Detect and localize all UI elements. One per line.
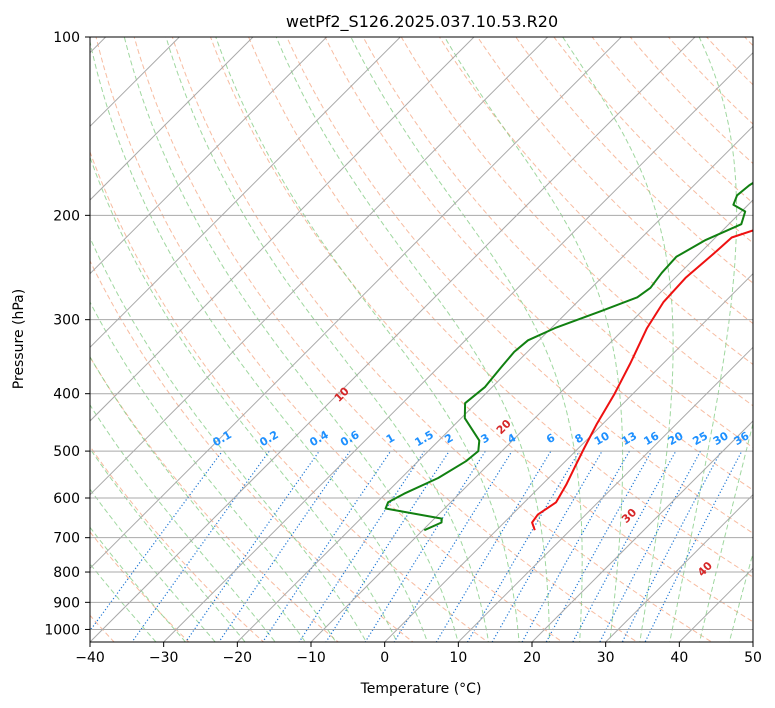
y-tick-label: 200 [53,208,80,224]
isotherm-line [310,199,753,642]
temperature-profile [531,229,753,531]
y-axis-label: Pressure (hPa) [11,289,27,389]
dry-adiabat-line [286,37,753,534]
dry-adiabat-line [591,37,753,204]
y-tick-label: 900 [53,595,80,611]
dry-adiabat-line [90,356,339,642]
isotherm-line [90,37,549,496]
isotherm-line [90,37,328,275]
dry-adiabats [90,37,753,642]
x-axis-label: Temperature (°C) [360,681,482,697]
moist-adiabat-line [90,236,367,642]
dry-adiabat-line [515,37,753,284]
y-tick-label: 700 [53,531,80,547]
y-tick-label: 500 [53,444,80,460]
dry-adiabat-line [248,37,753,578]
sounding-profiles [384,181,753,532]
y-tick-label: 1000 [44,622,80,638]
x-tick-label: −20 [223,650,253,666]
dry-adiabat-line [90,150,489,642]
x-tick-label: −10 [296,650,326,666]
isotherm-line [90,37,475,422]
moist-adiabat-line [669,37,738,642]
x-tick-label: 20 [523,650,541,666]
dry-adiabat-line [324,37,753,491]
dry-adiabat-line [476,37,753,325]
isotherm-line [383,272,753,642]
moist-adiabat-line [90,355,307,642]
plot-frame [89,36,754,643]
x-tick-label: 50 [744,650,762,666]
isotherm-line [90,37,623,570]
moist-adiabat-line [215,37,520,642]
x-tick-label: 40 [670,650,688,666]
y-tick-label: 400 [53,387,80,403]
isotherm-line [90,37,696,642]
dry-adiabat-line [553,37,753,244]
isotherm-line [90,37,402,349]
isotherm-line [236,125,753,642]
y-tick-label: 300 [53,313,80,329]
isobar-grid [90,37,753,630]
dry-adiabat-line [90,259,414,642]
y-tick-label: 100 [53,30,80,46]
isotherm-line [457,346,753,642]
isotherm-line [531,420,753,642]
y-axis-ticks: 1000 900 800 700 600 500 400 300 200 100 [44,30,90,638]
dry-adiabat-line [133,37,638,642]
moist-adiabat-line [728,551,753,642]
x-tick-label: −40 [75,650,105,666]
dry-adiabat-line [210,37,753,623]
isotherm-grid [90,37,753,642]
dewpoint-profile [384,181,753,532]
dry-adiabat-line [95,37,564,642]
dry-adiabat-line [362,37,753,449]
isotherm-line [90,37,254,201]
moist-adiabat-line [90,526,187,642]
chart-title: wetPf2_S126.2025.037.10.53.R20 [286,12,558,32]
x-axis-ticks: −40 −30 −20 −10 0 10 20 30 40 50 [75,642,762,666]
x-tick-label: 10 [449,650,467,666]
plot-area: -100-90-80-70-60-50-40-30-20-10010203040… [90,37,753,642]
y-tick-label: 800 [53,565,80,581]
dry-adiabat-line [171,37,713,642]
dry-adiabat-line [400,37,753,407]
isotherm-line [162,51,753,642]
y-tick-label: 600 [53,491,80,507]
x-tick-label: 0 [380,650,389,666]
isotherm-line [604,493,753,642]
x-tick-label: 30 [597,650,615,666]
moist-adiabat-line [90,563,157,642]
moist-adiabat-line [562,37,674,642]
x-tick-label: −30 [149,650,179,666]
